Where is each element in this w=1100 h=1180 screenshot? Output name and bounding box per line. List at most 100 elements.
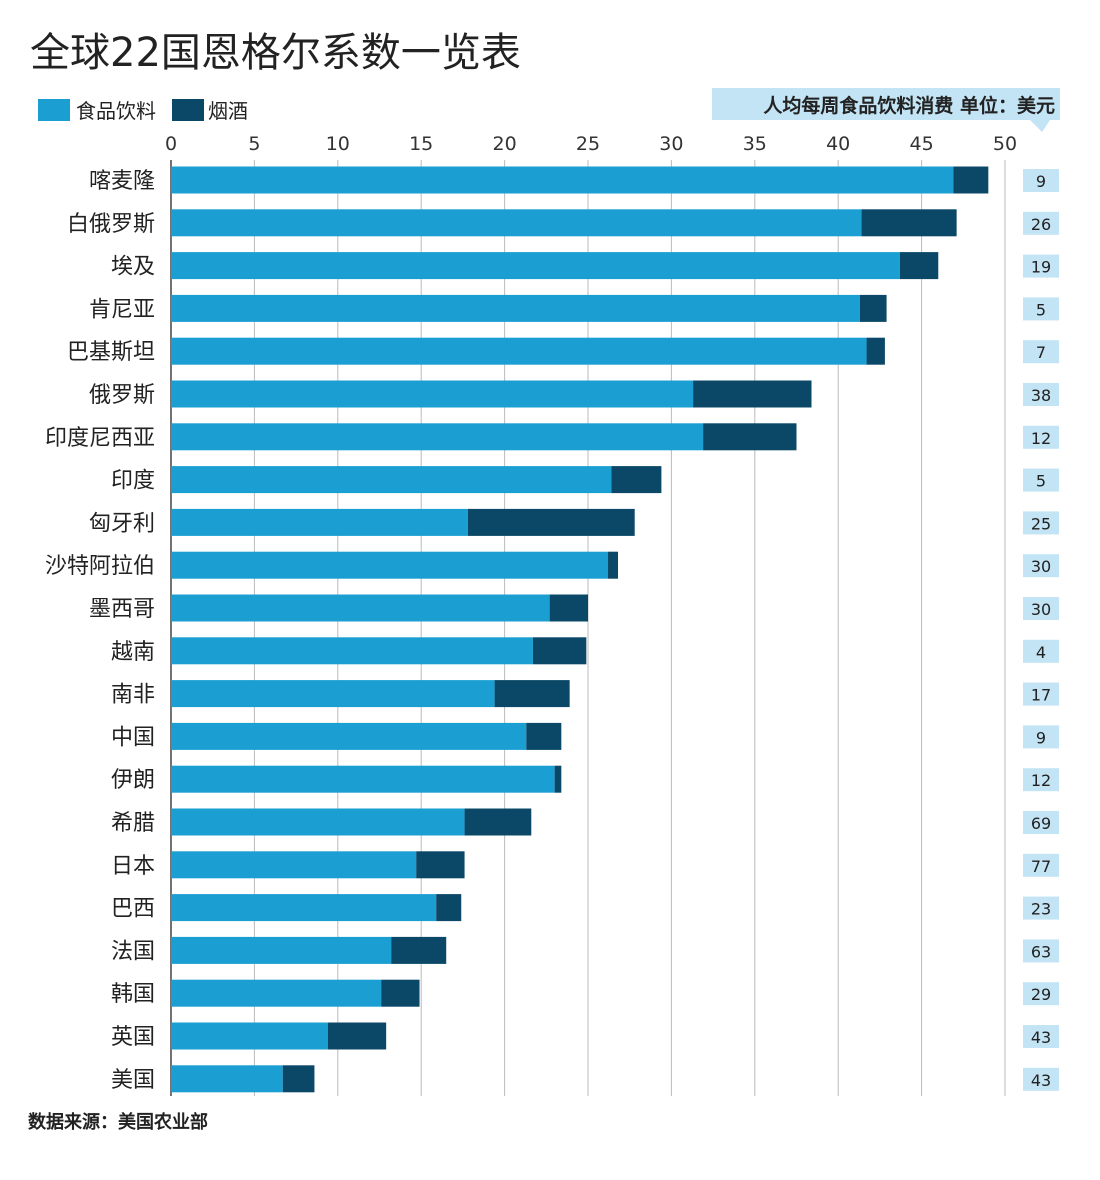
spending-value: 43 — [1031, 1071, 1051, 1090]
source-note: 数据来源：美国农业部 — [28, 1111, 208, 1133]
spending-value: 9 — [1036, 172, 1046, 191]
bar-tobacco — [549, 594, 588, 622]
spending-value: 77 — [1031, 857, 1051, 876]
spending-box — [1023, 468, 1059, 492]
category-label: 墨西哥 — [89, 597, 155, 622]
category-label: 印度尼西亚 — [45, 426, 155, 451]
bar-row: 英国 43 — [111, 1022, 1059, 1050]
spending-box — [1023, 297, 1059, 321]
bar-row: 中国 9 — [111, 722, 1059, 750]
bar-food — [171, 1022, 328, 1050]
spending-value: 29 — [1031, 985, 1051, 1004]
bar-row: 南非 17 — [111, 680, 1059, 708]
spending-value: 23 — [1031, 900, 1051, 919]
x-tick-label: 30 — [659, 133, 683, 155]
bar-food — [171, 637, 533, 665]
bar-row: 沙特阿拉伯 30 — [45, 551, 1059, 579]
category-label: 印度 — [111, 469, 155, 494]
spending-box — [1023, 1067, 1059, 1091]
bar-food — [171, 380, 694, 408]
bar-food — [171, 936, 392, 964]
bar-food — [171, 337, 867, 365]
bar-food — [171, 508, 468, 536]
bar-row: 白俄罗斯 26 — [67, 209, 1059, 237]
bar-tobacco — [416, 851, 465, 879]
x-tick-label: 15 — [409, 133, 433, 155]
right-header-pointer — [1030, 120, 1050, 132]
category-label: 埃及 — [111, 255, 155, 280]
bar-row: 伊朗 12 — [111, 765, 1059, 793]
x-tick-label: 40 — [826, 133, 850, 155]
bar-tobacco — [611, 466, 662, 494]
bar-food — [171, 1065, 283, 1093]
category-label: 英国 — [111, 1025, 155, 1050]
spending-value: 19 — [1031, 258, 1051, 277]
spending-value: 30 — [1031, 557, 1051, 576]
bar-food — [171, 209, 862, 237]
category-label: 巴基斯坦 — [67, 340, 155, 365]
spending-box — [1023, 340, 1059, 364]
x-tick-label: 50 — [993, 133, 1017, 155]
legend-swatch-tobacco — [172, 99, 204, 121]
bar-row: 法国 63 — [111, 936, 1059, 964]
spending-box — [1023, 211, 1059, 235]
spending-value: 17 — [1031, 686, 1051, 705]
bar-food — [171, 294, 860, 322]
x-tick-label: 5 — [248, 133, 260, 155]
bar-tobacco — [464, 808, 532, 836]
category-label: 喀麦隆 — [89, 169, 155, 194]
spending-box — [1023, 639, 1059, 663]
spending-box — [1023, 768, 1059, 792]
spending-value: 5 — [1036, 472, 1046, 491]
spending-box — [1023, 811, 1059, 834]
category-label: 南非 — [111, 683, 155, 708]
bar-tobacco — [391, 936, 447, 964]
bar-row: 日本 77 — [111, 851, 1059, 879]
category-label: 巴西 — [111, 897, 155, 922]
bar-food — [171, 423, 704, 451]
spending-box — [1023, 554, 1059, 578]
bar-food — [171, 894, 437, 922]
bar-tobacco — [608, 551, 619, 579]
legend-label-food: 食品饮料 — [76, 99, 156, 123]
spending-value: 25 — [1031, 514, 1051, 533]
bar-food — [171, 765, 555, 793]
bar-food — [171, 466, 612, 494]
category-label: 沙特阿拉伯 — [45, 554, 155, 579]
spending-box — [1023, 725, 1059, 749]
category-label: 美国 — [111, 1068, 155, 1093]
spending-box — [1023, 982, 1059, 1006]
legend-swatch-food — [38, 99, 70, 121]
bar-row: 埃及 19 — [111, 252, 1059, 280]
bar-row: 匈牙利 25 — [89, 508, 1059, 536]
bar-tobacco — [866, 337, 885, 365]
spending-box — [1023, 511, 1059, 535]
category-label: 希腊 — [111, 811, 155, 836]
category-label: 日本 — [111, 854, 155, 879]
right-header-label: 人均每周食品饮料消费 单位：美元 — [763, 94, 1055, 117]
bar-tobacco — [899, 252, 939, 280]
bar-food — [171, 551, 609, 579]
bar-row: 巴基斯坦 7 — [67, 337, 1059, 365]
spending-value: 12 — [1031, 429, 1051, 448]
bar-food — [171, 252, 900, 280]
bar-row: 印度 5 — [111, 466, 1059, 494]
spending-value: 30 — [1031, 600, 1051, 619]
bar-food — [171, 680, 495, 708]
bar-row: 俄罗斯 38 — [89, 380, 1059, 408]
x-tick-label: 20 — [493, 133, 517, 155]
bar-tobacco — [693, 380, 812, 408]
bar-tobacco — [436, 894, 462, 922]
chart-title: 全球22国恩格尔系数一览表 — [30, 30, 521, 76]
spending-value: 4 — [1036, 643, 1046, 662]
category-label: 中国 — [111, 725, 155, 750]
legend-label-tobacco: 烟酒 — [208, 99, 248, 123]
bar-tobacco — [703, 423, 797, 451]
bar-row: 韩国 29 — [111, 979, 1059, 1007]
bar-row: 巴西 23 — [111, 894, 1059, 922]
spending-box — [1023, 425, 1059, 449]
spending-value: 5 — [1036, 300, 1046, 319]
spending-value: 9 — [1036, 728, 1046, 747]
right-header-box — [712, 88, 1060, 120]
